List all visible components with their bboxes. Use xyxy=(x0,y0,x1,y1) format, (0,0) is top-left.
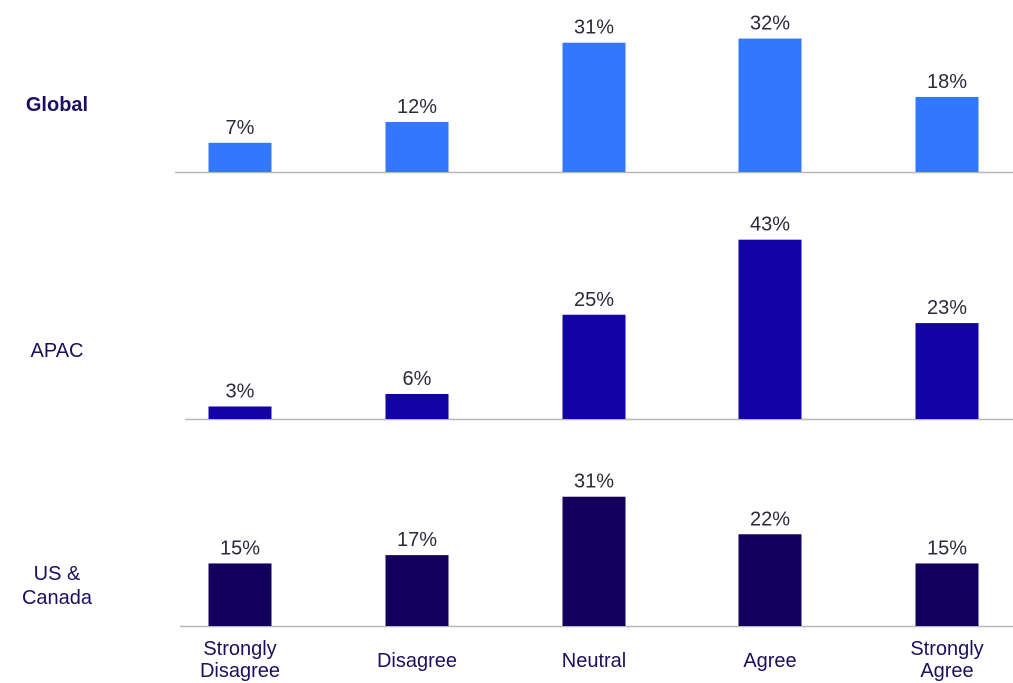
category-label-4: Strongly Agree xyxy=(910,638,983,682)
category-label-0: Strongly Disagree xyxy=(200,638,280,682)
bar-us-canada-4 xyxy=(915,563,979,626)
bar-apac-4 xyxy=(915,323,979,419)
data-label-us-canada-2: 31% xyxy=(574,471,614,493)
bar-apac-1 xyxy=(385,393,449,419)
row-label-global: Global xyxy=(26,94,88,116)
category-label-2: Neutral xyxy=(562,650,626,672)
bar-global-3 xyxy=(738,38,802,173)
bar-global-1 xyxy=(385,121,449,172)
bar-us-canada-3 xyxy=(738,534,802,626)
data-label-global-2: 31% xyxy=(574,17,614,39)
data-label-apac-2: 25% xyxy=(574,289,614,311)
bar-global-4 xyxy=(915,96,979,172)
data-label-us-canada-3: 22% xyxy=(750,508,790,530)
data-label-apac-0: 3% xyxy=(226,380,255,402)
bar-apac-2 xyxy=(562,314,626,419)
data-label-apac-3: 43% xyxy=(750,214,790,236)
bar-global-2 xyxy=(562,42,626,173)
data-label-us-canada-1: 17% xyxy=(397,529,437,551)
bar-global-0 xyxy=(208,142,272,172)
data-label-apac-4: 23% xyxy=(927,297,967,319)
bar-us-canada-2 xyxy=(562,496,626,626)
data-label-apac-1: 6% xyxy=(403,368,432,390)
row-label-us-canada: US & Canada xyxy=(22,563,93,609)
category-label-1: Disagree xyxy=(377,650,457,672)
data-label-us-canada-0: 15% xyxy=(220,537,260,559)
data-label-global-1: 12% xyxy=(397,96,437,118)
data-label-us-canada-4: 15% xyxy=(927,537,967,559)
data-label-global-4: 18% xyxy=(927,71,967,93)
bar-apac-0 xyxy=(208,406,272,419)
bar-us-canada-1 xyxy=(385,555,449,626)
bar-us-canada-0 xyxy=(208,563,272,626)
category-label-3: Agree xyxy=(743,650,796,672)
data-label-global-3: 32% xyxy=(750,13,790,35)
data-label-global-0: 7% xyxy=(226,117,255,139)
bar-apac-3 xyxy=(738,239,802,419)
row-label-apac: APAC xyxy=(31,340,84,362)
